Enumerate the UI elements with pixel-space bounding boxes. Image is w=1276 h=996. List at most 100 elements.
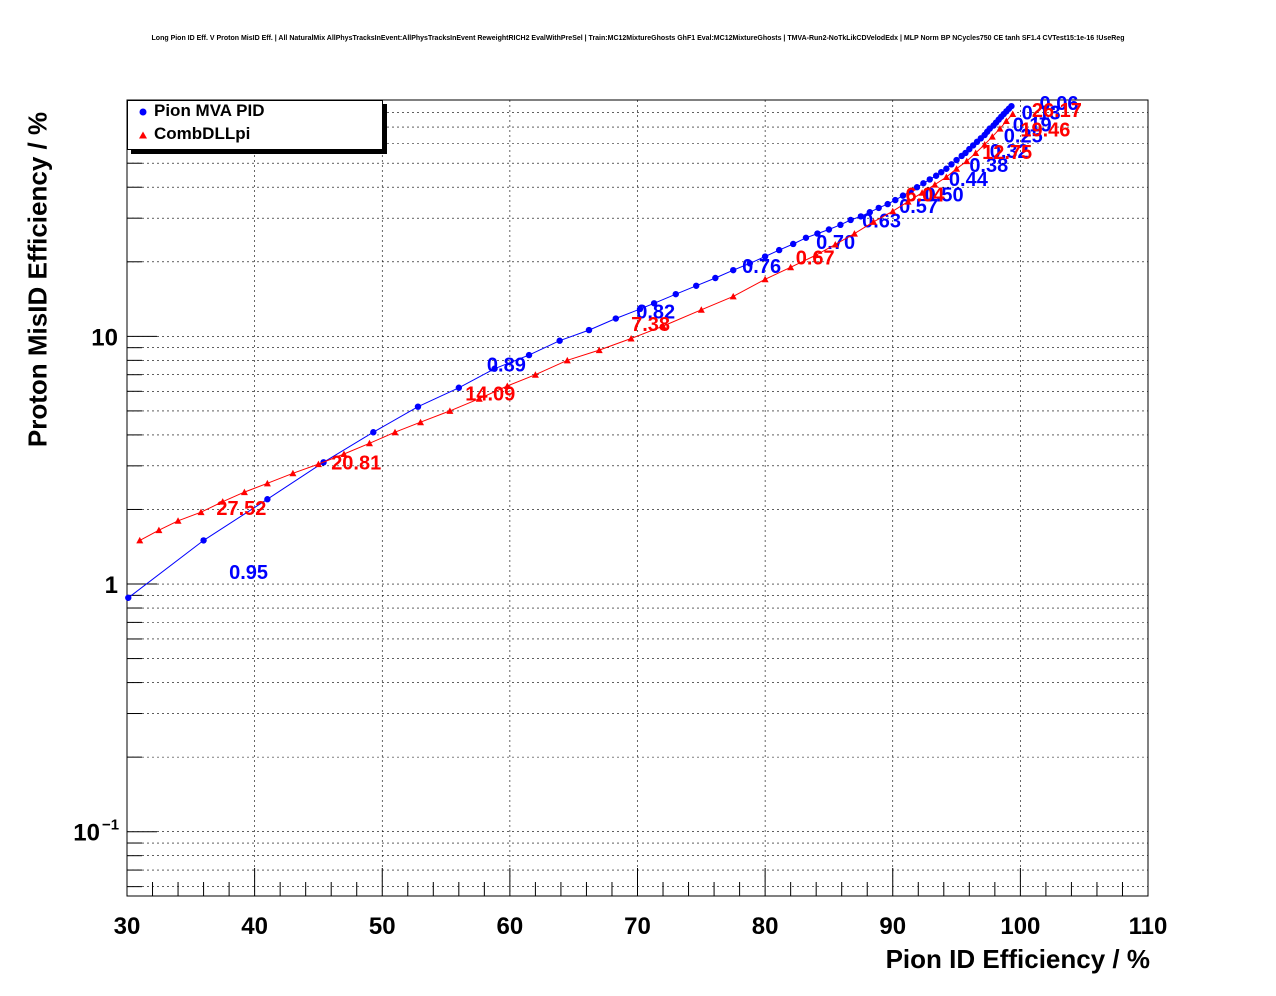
x-tick-label: 30: [114, 913, 141, 940]
data-point: [730, 266, 737, 274]
data-label: 7.38: [631, 314, 670, 336]
data-point: [672, 290, 679, 298]
data-point: [920, 180, 927, 187]
data-point: [264, 496, 271, 503]
data-point: [627, 335, 635, 342]
x-tick-label: 70: [624, 913, 651, 940]
data-point: [125, 594, 132, 601]
triangle-marker-icon: [139, 131, 147, 139]
data-point: [981, 141, 989, 148]
y-tick-label: 10: [73, 820, 100, 847]
data-point: [391, 428, 399, 436]
data-point: [693, 282, 700, 289]
data-point: [475, 395, 483, 402]
data-point: [197, 508, 205, 516]
data-point: [556, 337, 563, 344]
y-axis-label: Proton MisID Efficiency / %: [22, 111, 53, 448]
legend-label: CombDLLpi: [154, 124, 251, 143]
data-point: [942, 173, 950, 180]
data-point: [926, 176, 933, 183]
data-point: [932, 172, 940, 179]
data-point: [847, 216, 854, 224]
data-point: [814, 230, 821, 237]
data-point: [200, 537, 207, 544]
data-label: 0.06: [1040, 93, 1079, 115]
data-point: [775, 246, 783, 254]
data-label: 0.44: [949, 169, 989, 191]
data-point: [712, 274, 719, 282]
data-point: [972, 149, 980, 156]
data-label: 0.67: [796, 248, 835, 270]
data-point: [370, 429, 377, 436]
data-point: [503, 382, 511, 390]
x-axis-label: Pion ID Efficiency / %: [885, 944, 1150, 974]
data-point: [953, 156, 960, 164]
data-label: 19.46: [1020, 120, 1070, 142]
data-point: [136, 536, 144, 544]
legend-item-pion-mva-pid: Pion MVA PID: [128, 101, 382, 123]
data-point: [875, 204, 882, 212]
y-tick-label: 10: [91, 324, 118, 351]
legend-label: Pion MVA PID: [154, 101, 265, 120]
data-point: [219, 498, 227, 505]
series-line: [139, 113, 1014, 541]
data-point: [996, 125, 1004, 132]
x-tick-label: 40: [241, 913, 268, 940]
data-point: [988, 133, 996, 140]
data-point: [825, 226, 833, 233]
data-point: [866, 209, 873, 216]
data-point: [314, 460, 322, 468]
chart-title: Long Pion ID Eff. V Proton MisID Eff. | …: [151, 35, 1125, 42]
series-line: [127, 105, 1012, 599]
data-point: [155, 526, 163, 534]
data-point: [612, 315, 620, 322]
data-point: [240, 488, 248, 496]
data-point: [953, 165, 961, 172]
data-label: 0.32: [990, 141, 1029, 163]
data-label: 0.63: [862, 211, 901, 233]
data-label: 0.82: [636, 302, 675, 324]
data-label: 0.50: [925, 185, 964, 207]
data-point: [531, 371, 539, 378]
data-point: [850, 230, 858, 237]
data-point: [943, 165, 950, 172]
data-point: [729, 292, 737, 300]
data-point: [907, 188, 914, 195]
data-label: 0.19: [1013, 115, 1052, 137]
data-point: [857, 213, 865, 220]
data-label: 0.25: [1004, 126, 1043, 148]
data-point: [892, 196, 899, 204]
data-point: [491, 365, 498, 372]
data-point: [263, 479, 271, 487]
data-point: [837, 221, 844, 229]
data-point: [417, 418, 425, 426]
data-point: [446, 407, 454, 414]
data-point: [931, 181, 939, 188]
data-point: [938, 168, 945, 176]
data-point: [525, 351, 533, 359]
data-label: 0.76: [742, 256, 781, 278]
data-point: [948, 161, 955, 168]
data-point: [585, 326, 593, 334]
data-point: [289, 469, 297, 477]
data-point: [913, 184, 921, 191]
data-point: [899, 192, 907, 199]
data-label: 14.09: [465, 384, 515, 406]
x-tick-label: 90: [879, 913, 906, 940]
data-point: [563, 356, 571, 364]
data-point: [414, 403, 422, 410]
data-label: 0.89: [487, 355, 526, 377]
data-point: [761, 253, 769, 260]
data-point: [918, 189, 926, 196]
data-label: 0.38: [969, 155, 1008, 177]
data-point: [697, 306, 705, 313]
data-label: 12.75: [982, 142, 1032, 164]
data-point: [1008, 102, 1015, 110]
data-point: [884, 200, 891, 208]
data-point: [1009, 110, 1017, 118]
data-point: [787, 263, 795, 271]
legend-item-combdllpi: CombDLLpi: [128, 124, 382, 146]
data-point: [812, 251, 820, 259]
data-point: [889, 207, 897, 215]
